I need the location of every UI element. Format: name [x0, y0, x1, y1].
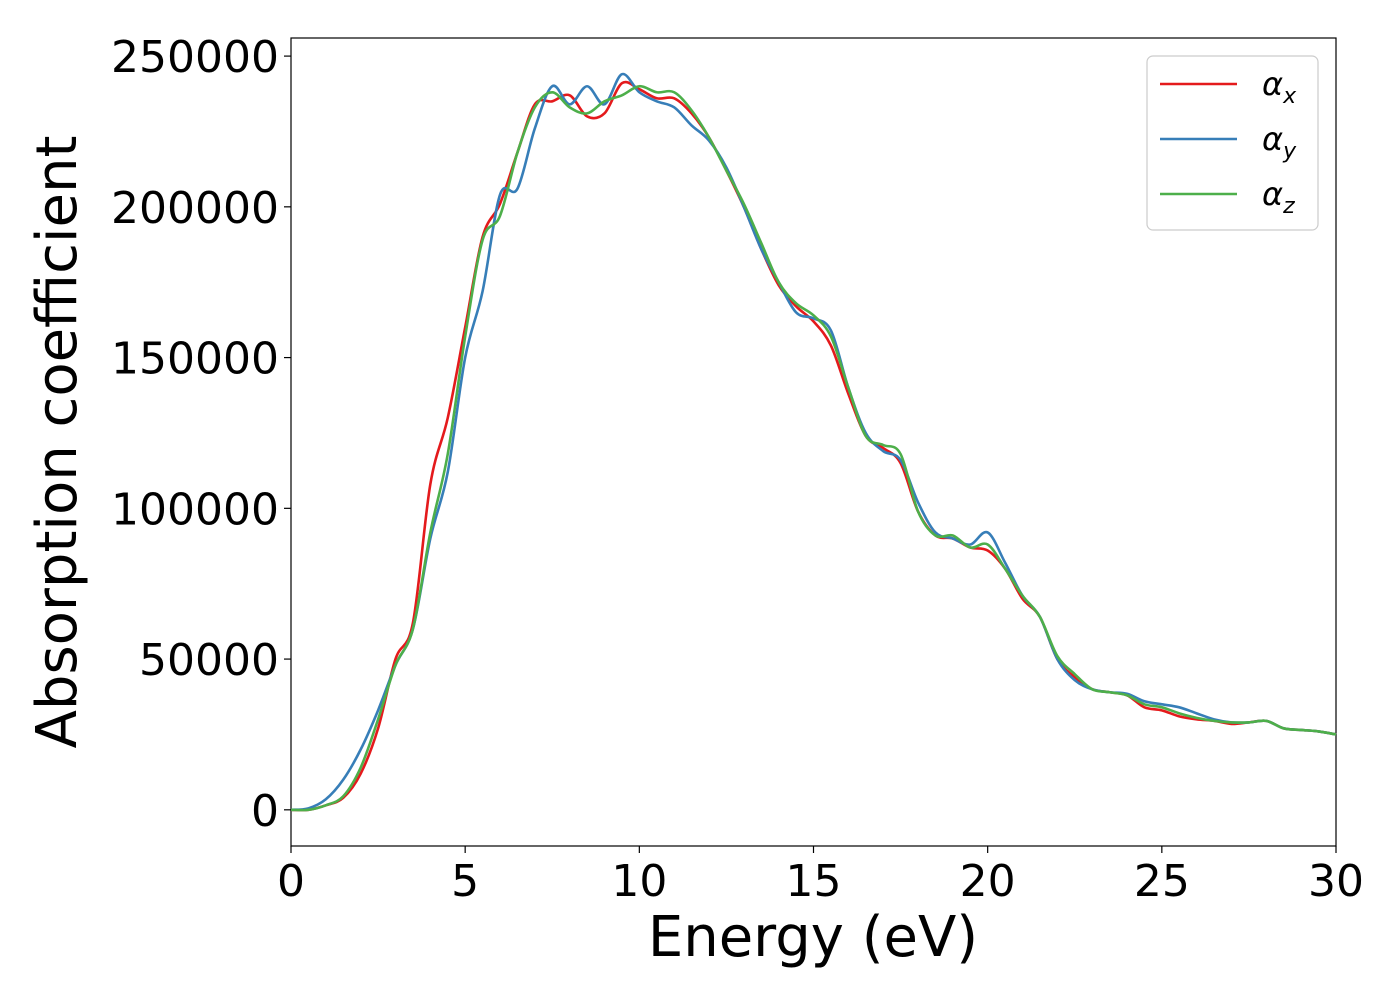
y-axis-ticks: 0 50000 100000 150000 200000 250000 — [111, 32, 291, 837]
series-line-y — [290, 72, 1337, 812]
y-tick-label: 150000 — [111, 334, 279, 385]
x-tick-label: 10 — [611, 856, 667, 907]
legend-label-z: αz — [1262, 175, 1295, 219]
series-layer — [290, 72, 1337, 812]
x-tick-label: 20 — [960, 856, 1016, 907]
y-tick-label: 100000 — [111, 484, 279, 535]
x-tick-label: 30 — [1308, 856, 1364, 907]
legend: αx αy αz — [1146, 55, 1319, 231]
x-tick-label: 25 — [1134, 856, 1190, 907]
legend-box — [1146, 55, 1319, 231]
series-line-x — [290, 80, 1337, 812]
x-tick-label: 0 — [277, 856, 305, 907]
legend-label-x: αx — [1262, 65, 1297, 109]
y-axis-title: Absorption coefficient — [25, 136, 90, 749]
x-tick-label: 15 — [786, 856, 842, 907]
x-axis-title: Energy (eV) — [648, 905, 978, 970]
x-axis-ticks: 0 5 10 15 20 25 30 — [277, 846, 1364, 907]
y-tick-label: 200000 — [111, 183, 279, 234]
y-tick-label: 0 — [251, 786, 279, 837]
legend-label-y: αy — [1262, 120, 1297, 164]
x-tick-label: 5 — [451, 856, 479, 907]
y-tick-label: 50000 — [139, 635, 279, 686]
y-tick-label: 250000 — [111, 32, 279, 83]
series-line-z — [290, 84, 1337, 812]
